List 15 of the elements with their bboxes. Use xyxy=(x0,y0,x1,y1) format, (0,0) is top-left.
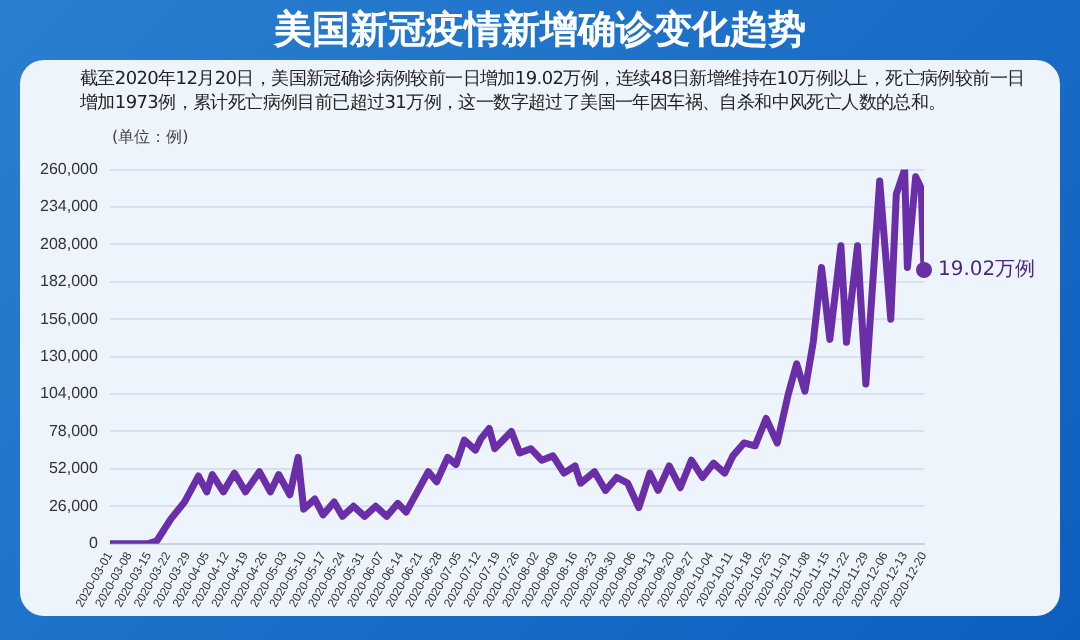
y-tick-label: 208,000 xyxy=(39,234,99,253)
y-tick-label: 130,000 xyxy=(39,347,99,366)
y-tick-label: 182,000 xyxy=(39,272,99,291)
y-tick-label: 234,000 xyxy=(39,197,99,216)
annotation: 19.02万例 xyxy=(938,259,1036,282)
y-tick-label: 26,000 xyxy=(48,496,99,515)
chart-subtitle: 截至2020年12月20日，美国新冠确诊病例较前一日增加19.02万例，连续48日新增维持在10万例以上，死亡病例较前一日增加1973例，累计死亡病例目前已超过31万例，这一数字超过了美国一年因车祸、自杀和中风死亡人数的总和。 xyxy=(80,68,1027,116)
y-tick-label: 78,000 xyxy=(48,421,99,440)
y-axis-title: (单位：例) xyxy=(112,126,189,148)
y-tick-label: 0 xyxy=(88,534,99,553)
y-tick-label: 52,000 xyxy=(48,459,99,478)
chart-title: 美国新冠疫情新增确诊变化趋势 xyxy=(271,6,808,56)
y-tick-label: 156,000 xyxy=(39,309,99,328)
y-tick-label: 260,000 xyxy=(39,160,99,179)
y-tick-label: 104,000 xyxy=(39,384,99,403)
